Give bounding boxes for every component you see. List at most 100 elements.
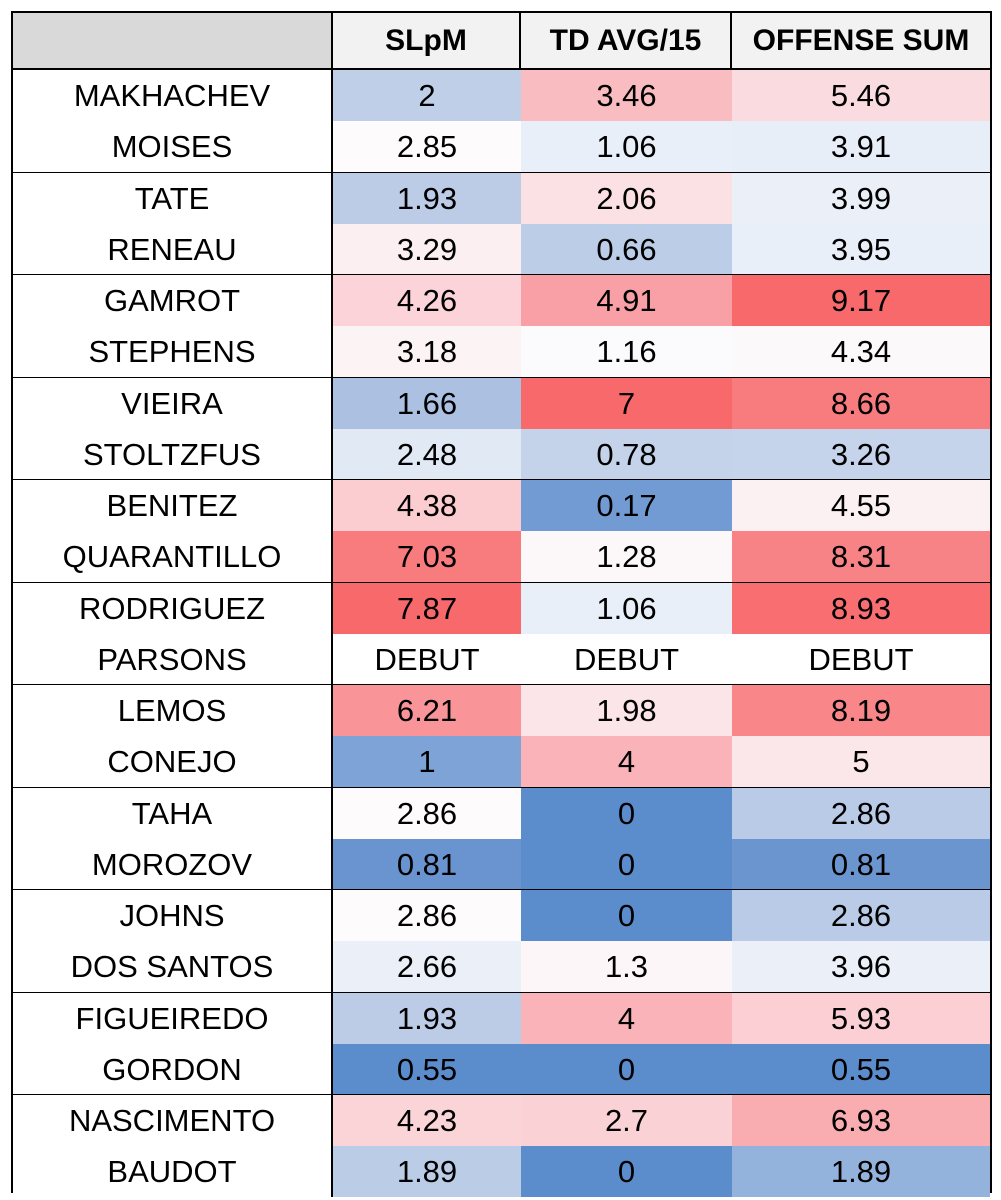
offense-sum-cell: 3.99: [732, 173, 990, 224]
table-row: BAUDOT 1.89 0 1.89: [13, 1146, 990, 1197]
offense-sum-cell: 3.95: [732, 224, 990, 275]
table-row: DOS SANTOS 2.66 1.3 3.96: [13, 941, 990, 992]
td-avg-cell: 1.98: [521, 685, 732, 736]
offense-sum-cell: 5.93: [732, 993, 990, 1044]
table-row: NASCIMENTO 4.23 2.7 6.93: [13, 1095, 990, 1146]
td-avg-cell: 1.3: [521, 941, 732, 992]
offense-sum-cell: 9.17: [732, 275, 990, 326]
header-name: [13, 13, 333, 68]
td-avg-cell: 0.17: [521, 480, 732, 531]
header-slpm: SLpM: [333, 13, 521, 68]
td-avg-cell: 3.46: [521, 70, 732, 121]
table-row: FIGUEIREDO 1.93 4 5.93: [13, 993, 990, 1044]
slpm-cell: 2.85: [333, 121, 521, 172]
fighter-name-cell: DOS SANTOS: [13, 941, 333, 992]
td-avg-cell: 0.66: [521, 224, 732, 275]
td-avg-cell: 0: [521, 788, 732, 839]
slpm-cell: 2.86: [333, 890, 521, 941]
fighter-name-cell: CONEJO: [13, 736, 333, 787]
header-offense-sum: OFFENSE SUM: [732, 13, 990, 68]
slpm-cell: 2.66: [333, 941, 521, 992]
td-avg-cell: 7: [521, 378, 732, 429]
fighter-name-cell: LEMOS: [13, 685, 333, 736]
table-row: TATE 1.93 2.06 3.99: [13, 173, 990, 224]
offense-sum-cell: 1.89: [732, 1146, 990, 1197]
fighter-name-cell: STEPHENS: [13, 326, 333, 377]
table-row: GORDON 0.55 0 0.55: [13, 1044, 990, 1095]
td-avg-cell: 1.28: [521, 531, 732, 582]
fighter-name-cell: MAKHACHEV: [13, 70, 333, 121]
table-row: VIEIRA 1.66 7 8.66: [13, 378, 990, 429]
fighter-name-cell: FIGUEIREDO: [13, 993, 333, 1044]
fighter-name-cell: STOLTZFUS: [13, 429, 333, 480]
table-row: TAHA 2.86 0 2.86: [13, 788, 990, 839]
slpm-cell: 3.18: [333, 326, 521, 377]
offense-sum-cell: 8.93: [732, 583, 990, 634]
header-row: SLpM TD AVG/15 OFFENSE SUM: [13, 13, 990, 70]
slpm-cell: 6.21: [333, 685, 521, 736]
table-row: RENEAU 3.29 0.66 3.95: [13, 224, 990, 275]
slpm-cell: 1: [333, 736, 521, 787]
offense-sum-cell: 8.19: [732, 685, 990, 736]
fighter-name-cell: NASCIMENTO: [13, 1095, 333, 1146]
table-row: LEMOS 6.21 1.98 8.19: [13, 685, 990, 736]
slpm-cell: 4.26: [333, 275, 521, 326]
fighter-name-cell: TATE: [13, 173, 333, 224]
slpm-cell: 1.66: [333, 378, 521, 429]
slpm-cell: 0.55: [333, 1044, 521, 1095]
offense-sum-cell: 4.55: [732, 480, 990, 531]
table-row: QUARANTILLO 7.03 1.28 8.31: [13, 531, 990, 582]
table-row: GAMROT 4.26 4.91 9.17: [13, 275, 990, 326]
slpm-cell: 2.48: [333, 429, 521, 480]
offense-sum-cell: 3.26: [732, 429, 990, 480]
offense-sum-cell: 8.66: [732, 378, 990, 429]
table-row: PARSONS DEBUT DEBUT DEBUT: [13, 634, 990, 685]
td-avg-cell: 0.78: [521, 429, 732, 480]
header-td-avg: TD AVG/15: [521, 13, 732, 68]
offense-sum-cell: 5: [732, 736, 990, 787]
table-row: MOISES 2.85 1.06 3.91: [13, 121, 990, 172]
td-avg-cell: 0: [521, 1044, 732, 1095]
td-avg-cell: 4: [521, 993, 732, 1044]
offense-sum-cell: 2.86: [732, 890, 990, 941]
table-row: MOROZOV 0.81 0 0.81: [13, 839, 990, 890]
offense-sum-cell: 2.86: [732, 788, 990, 839]
fighter-name-cell: MOISES: [13, 121, 333, 172]
td-avg-cell: 0: [521, 1146, 732, 1197]
slpm-cell: DEBUT: [333, 634, 521, 685]
slpm-cell: 2.86: [333, 788, 521, 839]
offense-sum-cell: 5.46: [732, 70, 990, 121]
fighter-name-cell: BAUDOT: [13, 1146, 333, 1197]
td-avg-cell: DEBUT: [521, 634, 732, 685]
offense-sum-cell: 6.93: [732, 1095, 990, 1146]
slpm-cell: 3.29: [333, 224, 521, 275]
td-avg-cell: 1.06: [521, 583, 732, 634]
fighter-name-cell: QUARANTILLO: [13, 531, 333, 582]
slpm-cell: 1.89: [333, 1146, 521, 1197]
offense-sum-cell: 0.55: [732, 1044, 990, 1095]
fighter-name-cell: MOROZOV: [13, 839, 333, 890]
slpm-cell: 1.93: [333, 993, 521, 1044]
fighter-name-cell: BENITEZ: [13, 480, 333, 531]
slpm-cell: 2: [333, 70, 521, 121]
slpm-cell: 4.23: [333, 1095, 521, 1146]
table-row: JOHNS 2.86 0 2.86: [13, 890, 990, 941]
fighter-name-cell: PARSONS: [13, 634, 333, 685]
td-avg-cell: 2.7: [521, 1095, 732, 1146]
td-avg-cell: 2.06: [521, 173, 732, 224]
slpm-cell: 7.87: [333, 583, 521, 634]
offense-sum-cell: 8.31: [732, 531, 990, 582]
offense-sum-cell: DEBUT: [732, 634, 990, 685]
fighter-name-cell: VIEIRA: [13, 378, 333, 429]
table-row: STEPHENS 3.18 1.16 4.34: [13, 326, 990, 377]
fighter-name-cell: RENEAU: [13, 224, 333, 275]
slpm-cell: 0.81: [333, 839, 521, 890]
td-avg-cell: 1.06: [521, 121, 732, 172]
fighter-name-cell: JOHNS: [13, 890, 333, 941]
slpm-cell: 1.93: [333, 173, 521, 224]
stats-table: SLpM TD AVG/15 OFFENSE SUM MAKHACHEV 2 3.4…: [11, 11, 992, 1197]
offense-sum-cell: 4.34: [732, 326, 990, 377]
table-row: BENITEZ 4.38 0.17 4.55: [13, 480, 990, 531]
td-avg-cell: 0: [521, 890, 732, 941]
slpm-cell: 7.03: [333, 531, 521, 582]
